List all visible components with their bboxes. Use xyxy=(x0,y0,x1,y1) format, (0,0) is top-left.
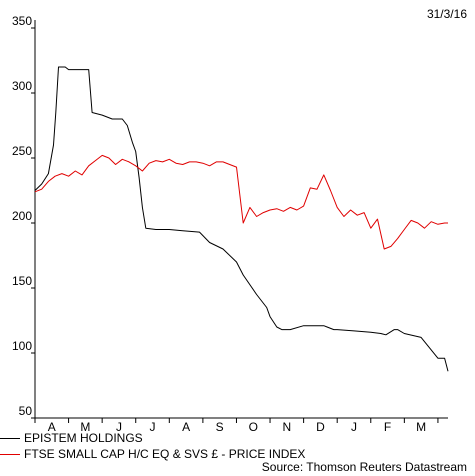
date-label: 31/3/16 xyxy=(426,7,467,21)
x-tick-label: O xyxy=(249,420,258,434)
x-tick-label: D xyxy=(316,420,325,434)
y-tick-label: 50 xyxy=(19,404,33,418)
x-tick-label: A xyxy=(48,420,56,434)
y-axis: 50 100 150 200 250 300 350 xyxy=(12,14,36,419)
source-label: Source: Thomson Reuters Datastream xyxy=(261,460,467,474)
series-line-1 xyxy=(34,66,449,372)
series-layer xyxy=(34,66,449,372)
legend-swatch-series-1 xyxy=(0,437,20,439)
x-tick-label: J xyxy=(150,420,156,434)
series-line-2 xyxy=(34,154,448,250)
legend: EPISTEM HOLDINGS FTSE SMALL CAP H/C EQ &… xyxy=(0,430,305,462)
y-tick-label: 200 xyxy=(12,209,32,223)
legend-item-series-2: FTSE SMALL CAP H/C EQ & SVS £ - PRICE IN… xyxy=(0,446,305,462)
y-tick-label: 350 xyxy=(12,14,32,28)
legend-label-series-2: FTSE SMALL CAP H/C EQ & SVS £ - PRICE IN… xyxy=(24,447,306,461)
x-tick-label: N xyxy=(282,420,291,434)
legend-label-series-1: EPISTEM HOLDINGS xyxy=(24,431,143,445)
x-tick-label: M xyxy=(80,420,90,434)
x-tick-label: F xyxy=(384,420,391,434)
x-tick-label: A xyxy=(182,420,190,434)
legend-swatch-series-2 xyxy=(0,453,20,455)
y-tick-label: 150 xyxy=(12,274,32,288)
y-tick-label: 250 xyxy=(12,144,32,158)
x-tick-label: J xyxy=(116,420,122,434)
x-tick-label: M xyxy=(416,420,426,434)
y-tick-label: 100 xyxy=(12,339,32,353)
y-tick-label: 300 xyxy=(12,79,32,93)
x-tick-label: J xyxy=(351,420,357,434)
x-tick-label: S xyxy=(216,420,224,434)
legend-item-series-1: EPISTEM HOLDINGS xyxy=(0,430,305,446)
